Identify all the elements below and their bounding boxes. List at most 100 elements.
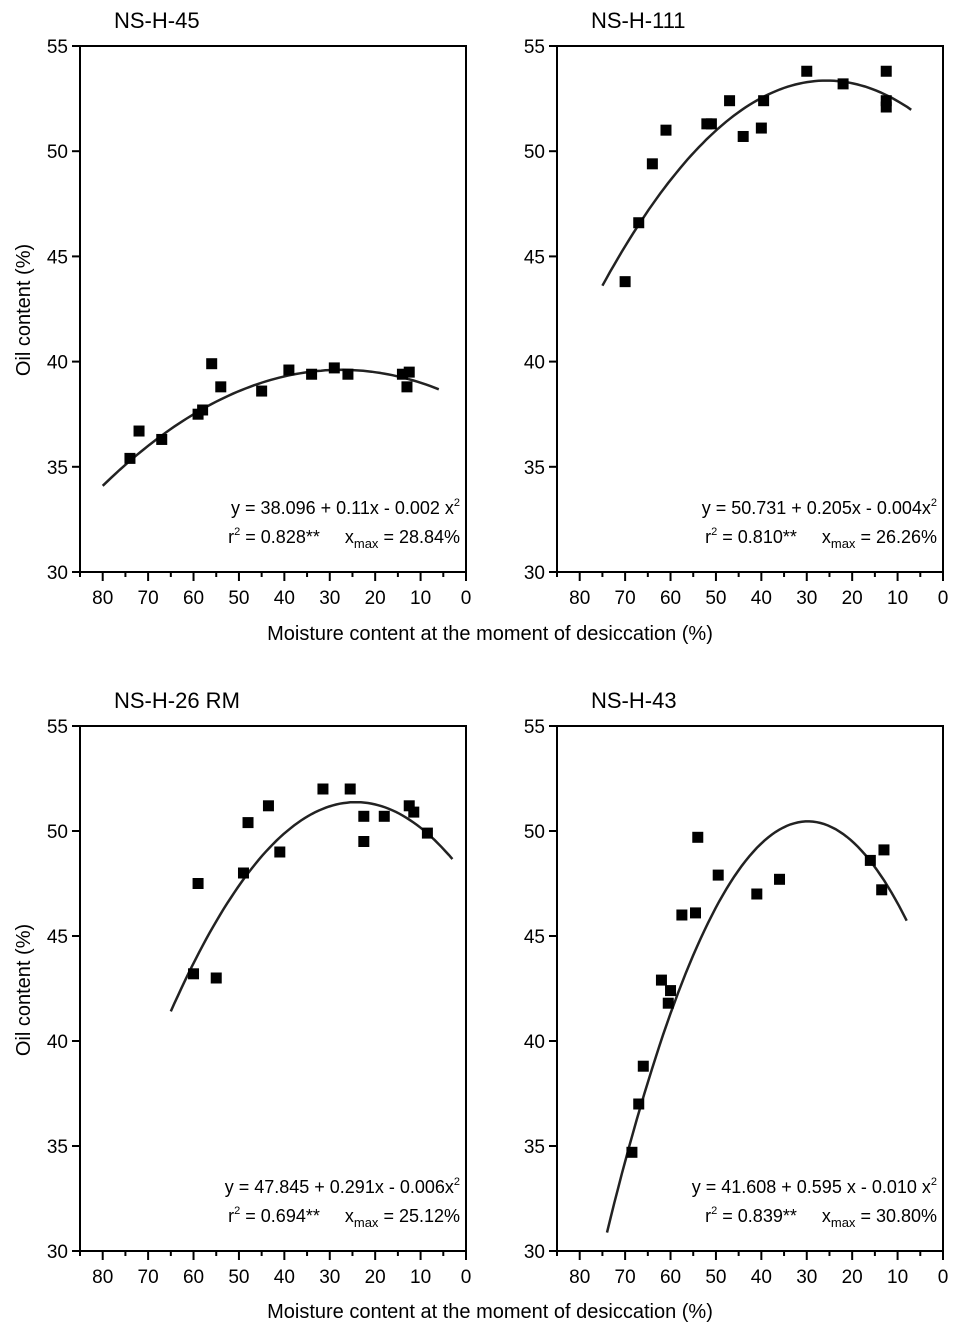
data-point (378, 810, 390, 822)
fit-curve (605, 820, 908, 1233)
data-point (156, 433, 168, 445)
data-point (633, 1098, 645, 1110)
fit-curve (101, 368, 440, 487)
data-point (188, 968, 200, 980)
fit-statistics: r2 = 0.694** xmax = 25.12% (228, 1205, 460, 1230)
y-tick-label: 30 (524, 563, 545, 584)
data-point (192, 878, 204, 889)
x-tick-label: 50 (228, 588, 249, 609)
xmax-value: = 25.12% (378, 1206, 460, 1226)
data-point (665, 985, 677, 997)
x-tick-label: 30 (796, 1267, 817, 1288)
x-tick-label: 40 (274, 1267, 295, 1288)
data-point (210, 972, 222, 984)
y-tick-label: 40 (47, 353, 68, 374)
equation-text: y = 41.608 + 0.595 x - 0.010 x (692, 1177, 931, 1197)
data-point (403, 366, 415, 378)
y-tick-label: 45 (47, 247, 68, 268)
xmax-subscript: max (354, 536, 379, 551)
x-tick-label: 40 (751, 588, 772, 609)
y-tick-label: 50 (524, 822, 545, 843)
data-point (774, 873, 786, 885)
x-tick-label: 10 (887, 1267, 908, 1288)
r2-superscript: 2 (234, 1205, 240, 1217)
x-tick-label: 80 (92, 1267, 113, 1288)
r2-value: = 0.810** (717, 527, 797, 547)
data-point (133, 425, 145, 437)
data-point (712, 869, 724, 881)
x-tick-label: 70 (615, 588, 636, 609)
data-point (262, 800, 274, 812)
plot-frame (556, 45, 944, 573)
xmax-symbol: x (822, 1206, 831, 1226)
y-tick-label: 40 (524, 353, 545, 374)
data-point (408, 806, 420, 818)
r2-superscript: 2 (711, 526, 717, 538)
xmax-subscript: max (831, 1215, 856, 1230)
chart-title: NS-H-111 (591, 8, 686, 33)
x-tick-label: 0 (461, 588, 472, 609)
x-axis-label-top: Moisture content at the moment of desicc… (267, 623, 713, 645)
x-tick-label: 60 (183, 1267, 204, 1288)
y-tick-label: 35 (524, 1137, 545, 1158)
data-point (633, 217, 645, 229)
data-point (306, 368, 318, 380)
data-point (358, 810, 370, 822)
equation-superscript: 2 (454, 497, 460, 509)
data-point (206, 358, 218, 370)
r2-symbol: r (228, 1206, 234, 1226)
stat-spacer (320, 1206, 345, 1226)
y-tick-label: 35 (524, 458, 545, 479)
data-point (724, 95, 736, 107)
x-tick-label: 40 (274, 588, 295, 609)
xmax-symbol: x (822, 527, 831, 547)
y-tick-label: 45 (47, 927, 68, 948)
xmax-subscript: max (354, 1215, 379, 1230)
y-tick-label: 30 (524, 1242, 545, 1263)
plot-frame (79, 725, 467, 1252)
fit-curve (601, 79, 912, 287)
x-tick-label: 0 (461, 1267, 472, 1288)
x-tick-label: 0 (938, 588, 949, 609)
chart-panel-ns-h-111: NS-H-111 30 35 40 45 50 55 80 70 60 50 40 30 20 10 0 y =… (524, 8, 948, 609)
data-point (256, 385, 268, 397)
x-tick-label: 70 (138, 1267, 159, 1288)
xmax-value: = 28.84% (378, 527, 460, 547)
xmax-value: = 30.80% (855, 1206, 937, 1226)
data-point (690, 907, 702, 919)
xmax-value: = 26.26% (855, 527, 937, 547)
y-tick-label: 35 (47, 458, 68, 479)
x-tick-label: 60 (183, 588, 204, 609)
x-tick-label: 30 (319, 588, 340, 609)
fit-statistics: r2 = 0.839** xmax = 30.80% (705, 1205, 937, 1230)
data-point (344, 783, 356, 795)
r2-superscript: 2 (711, 1205, 717, 1217)
r2-symbol: r (705, 527, 711, 547)
data-point (197, 404, 209, 416)
r2-symbol: r (228, 527, 234, 547)
data-point (751, 888, 763, 900)
y-tick-label: 45 (524, 247, 545, 268)
data-point (274, 846, 286, 858)
data-point (737, 130, 749, 142)
equation-text: y = 50.731 + 0.205x - 0.004x (702, 498, 931, 518)
xmax-subscript: max (831, 536, 856, 551)
data-point (655, 974, 667, 986)
data-point (692, 831, 704, 843)
data-point (705, 118, 717, 130)
data-point (755, 122, 767, 134)
data-point (626, 1146, 638, 1158)
x-tick-label: 10 (410, 1267, 431, 1288)
x-tick-label: 0 (938, 1267, 949, 1288)
x-tick-label: 30 (319, 1267, 340, 1288)
data-point (660, 124, 672, 136)
equation-superscript: 2 (931, 1176, 937, 1188)
xmax-symbol: x (345, 1206, 354, 1226)
data-point (242, 817, 254, 829)
data-point (237, 867, 249, 879)
r2-symbol: r (705, 1206, 711, 1226)
data-point (396, 368, 408, 380)
regression-equation: y = 41.608 + 0.595 x - 0.010 x2 (692, 1176, 937, 1197)
y-tick-label: 55 (524, 717, 545, 738)
y-axis-label-top: Oil content (%) (13, 244, 35, 376)
